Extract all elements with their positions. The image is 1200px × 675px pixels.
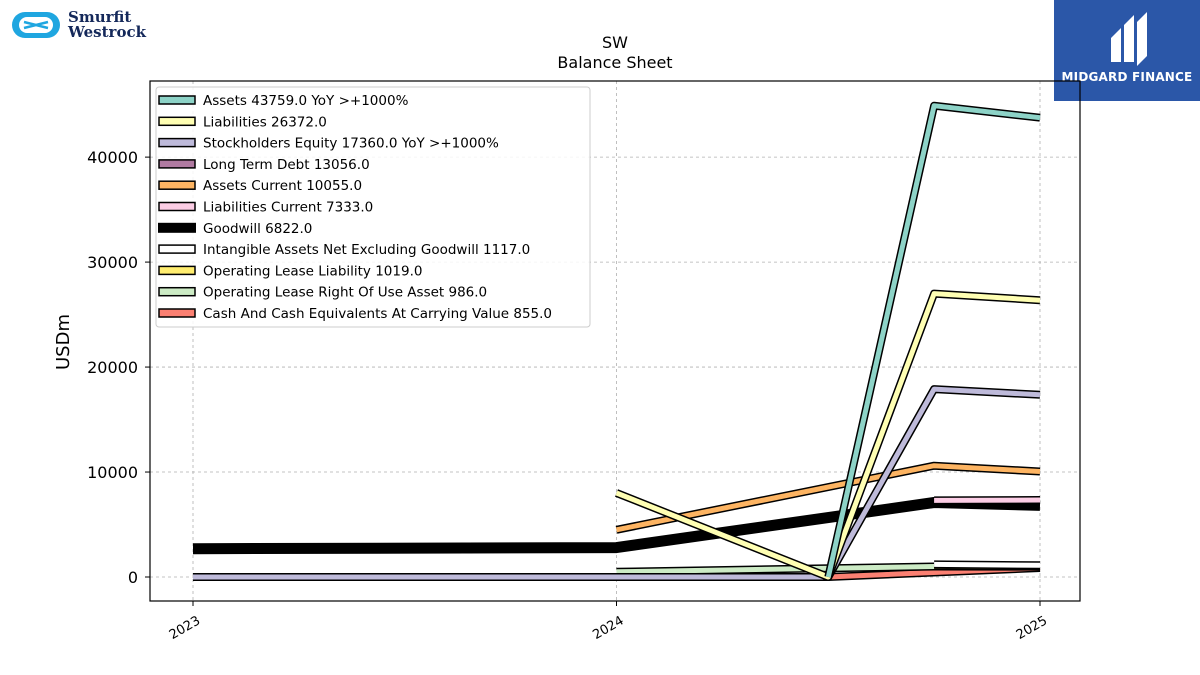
chart-title: SW (602, 33, 628, 52)
legend-box (155, 86, 591, 328)
legend: Assets 43759.0 YoY >+1000% Liabilities 26… (155, 86, 591, 328)
series-line (615, 291, 1041, 580)
legend-item: Operating Lease Liability 1019.0 (158, 263, 422, 279)
y-tick-label: 10000 (87, 463, 138, 482)
legend-label: Cash And Cash Equivalents At Carrying Va… (203, 306, 552, 322)
legend-swatch (158, 95, 196, 105)
smurfit-westrock-logo: Smurfit Westrock (10, 10, 146, 40)
legend-item: Assets Current 10055.0 (158, 178, 362, 194)
series-line (825, 103, 1041, 578)
series-assets-current (615, 461, 1041, 534)
legend-label: Liabilities 26372.0 (203, 114, 327, 130)
y-axis-label: USDm (53, 314, 74, 370)
legend-item: Goodwill 6822.0 (158, 221, 312, 237)
legend-label: Goodwill 6822.0 (203, 221, 312, 237)
legend-label: Intangible Assets Net Excluding Goodwill… (203, 242, 530, 258)
legend-label: Operating Lease Liability 1019.0 (203, 263, 422, 279)
legend-label: Stockholders Equity 17360.0 YoY >+1000% (203, 136, 499, 152)
logo-line-1: Smurfit (68, 8, 132, 26)
y-tick-label: 20000 (87, 358, 138, 377)
legend-swatch (158, 201, 196, 212)
midgard-finance-name: MIDGARD FINANCE (1061, 70, 1193, 84)
x-tick-label: 2025 (1014, 613, 1050, 643)
series-liabilities (615, 289, 1041, 581)
logo-line-2: Westrock (68, 23, 146, 41)
x-tick-label: 2023 (167, 613, 203, 643)
midgard-mark-icon (1111, 12, 1147, 66)
legend-item: Stockholders Equity 17360.0 YoY >+1000% (158, 136, 499, 152)
chart-subtitle: Balance Sheet (557, 53, 672, 72)
legend-label: Liabilities Current 7333.0 (203, 200, 373, 216)
legend-swatch (158, 159, 196, 169)
x-tick-label: 2024 (590, 613, 626, 643)
legend-item: Operating Lease Right Of Use Asset 986.0 (158, 285, 487, 301)
y-tick-label: 40000 (87, 148, 138, 167)
y-tick-label: 0 (128, 568, 138, 587)
legend-swatch (158, 137, 196, 148)
legend-label: Long Term Debt 13056.0 (203, 157, 370, 173)
series-intangible-assets-net-excluding-goodwill (934, 560, 1041, 570)
legend-item: Intangible Assets Net Excluding Goodwill… (158, 242, 530, 258)
series-line (934, 561, 1041, 568)
legend-label: Assets Current 10055.0 (203, 178, 362, 194)
legend-label: Operating Lease Right Of Use Asset 986.0 (203, 285, 487, 301)
legend-swatch (158, 286, 196, 297)
legend-swatch (158, 308, 196, 318)
legend-item: Liabilities Current 7333.0 (158, 200, 373, 216)
midgard-finance-logo: MIDGARD FINANCE (1054, 0, 1200, 101)
series-assets (824, 101, 1041, 578)
series-line (616, 463, 1041, 533)
legend-swatch (158, 116, 196, 127)
plot-frame (149, 80, 1081, 602)
legend-item: Cash And Cash Equivalents At Carrying Va… (158, 306, 552, 322)
legend-swatch (158, 222, 196, 233)
legend-swatch (158, 265, 196, 276)
legend-item: Assets 43759.0 YoY >+1000% (158, 93, 409, 109)
legend-item: Long Term Debt 13056.0 (158, 157, 370, 173)
legend-swatch (158, 180, 196, 190)
legend-item: Liabilities 26372.0 (158, 114, 327, 130)
series-lines (192, 101, 1041, 581)
y-tick-label: 30000 (87, 253, 138, 272)
legend-swatch (158, 244, 196, 254)
legend-label: Assets 43759.0 YoY >+1000% (203, 93, 409, 109)
smurfit-westrock-logo-icon (12, 12, 60, 38)
